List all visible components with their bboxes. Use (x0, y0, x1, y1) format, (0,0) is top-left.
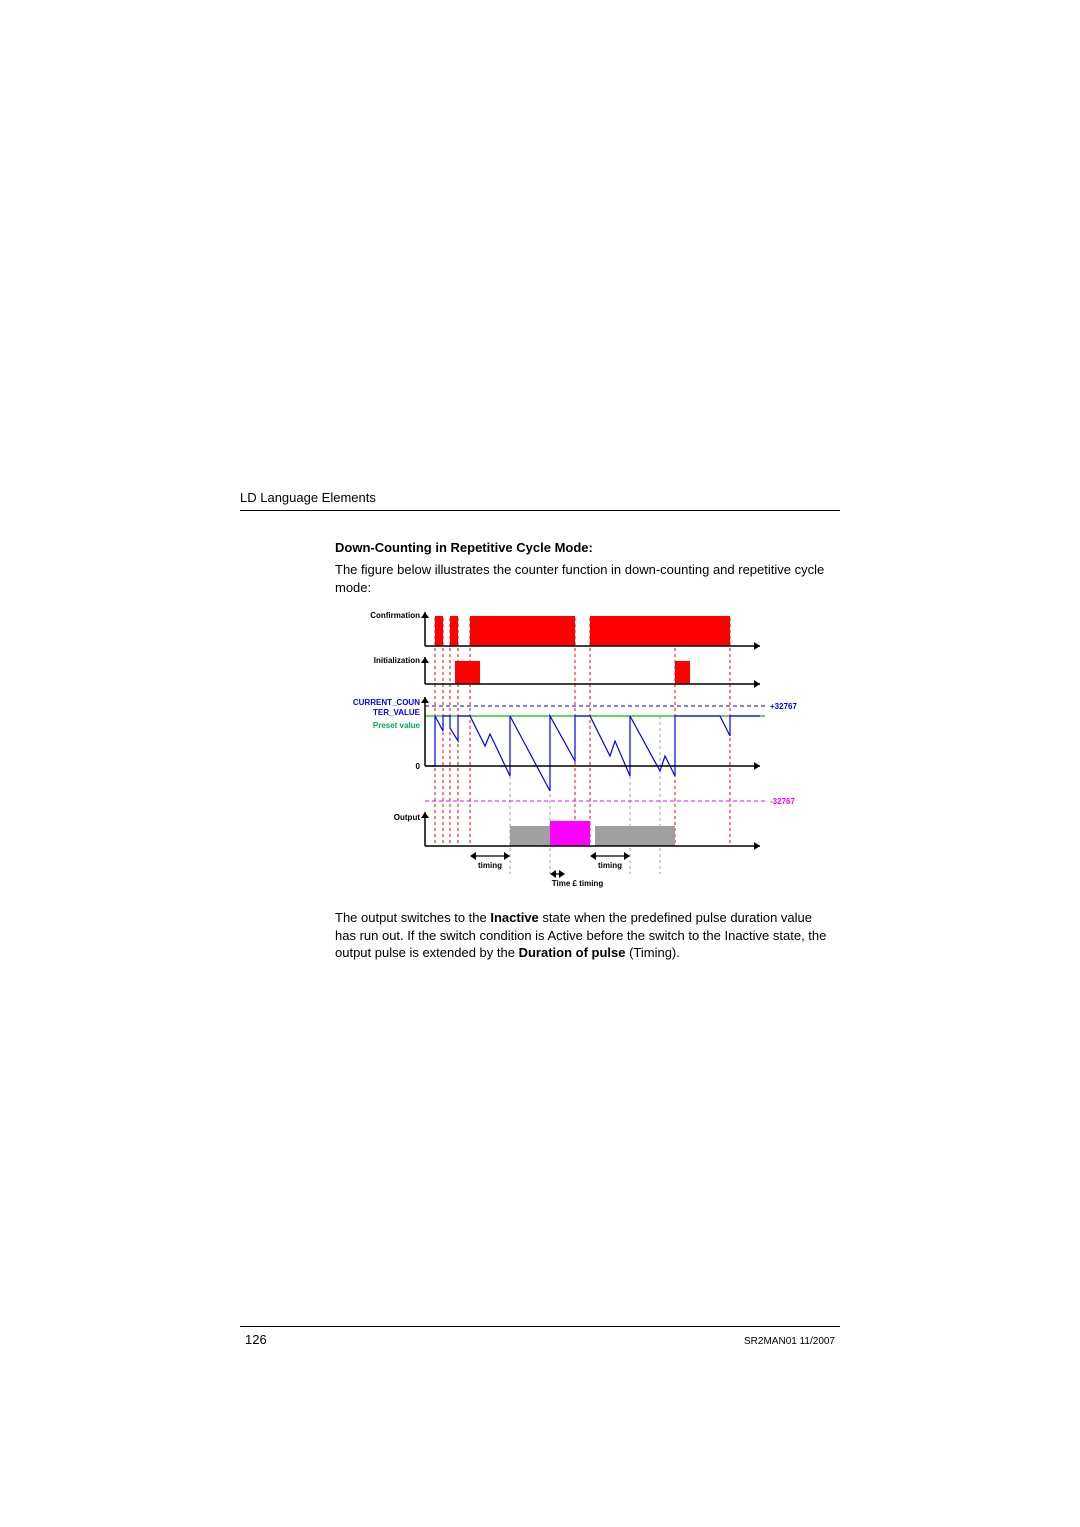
header-rule (240, 510, 840, 511)
intro-paragraph: The figure below illustrates the counter… (335, 561, 830, 596)
duration-bold: Duration of pulse (519, 945, 626, 960)
svg-text:timing: timing (478, 861, 502, 870)
inactive-bold: Inactive (490, 910, 538, 925)
para-text: (Timing). (625, 945, 679, 960)
footer-rule (240, 1326, 840, 1327)
svg-text:timing: timing (598, 861, 622, 870)
svg-text:CURRENT_COUN: CURRENT_COUN (353, 698, 420, 707)
svg-text:Initialization: Initialization (374, 656, 420, 665)
header-section-label: LD Language Elements (240, 490, 376, 505)
svg-text:Output: Output (394, 813, 421, 822)
para-text: The output switches to the (335, 910, 490, 925)
svg-text:Time £ timing: Time £ timing (552, 879, 604, 888)
doc-id: SR2MAN01 11/2007 (744, 1336, 835, 1347)
svg-text:+32767: +32767 (770, 702, 797, 711)
content-region: Down-Counting in Repetitive Cycle Mode: … (335, 540, 830, 972)
svg-text:Confirmation: Confirmation (370, 611, 420, 620)
page-number: 126 (245, 1332, 267, 1347)
svg-text:TER_VALUE: TER_VALUE (373, 708, 421, 717)
svg-text:-32767: -32767 (770, 797, 795, 806)
timing-diagram: Confirmation Initialization CURRENT_COUNTE… (335, 606, 830, 891)
svg-text:0: 0 (416, 762, 421, 771)
section-title: Down-Counting in Repetitive Cycle Mode: (335, 540, 830, 555)
output-paragraph: The output switches to the Inactive stat… (335, 909, 830, 962)
timing-diagram-svg: Confirmation Initialization CURRENT_COUNTE… (335, 606, 805, 891)
svg-text:Preset value: Preset value (373, 721, 421, 730)
